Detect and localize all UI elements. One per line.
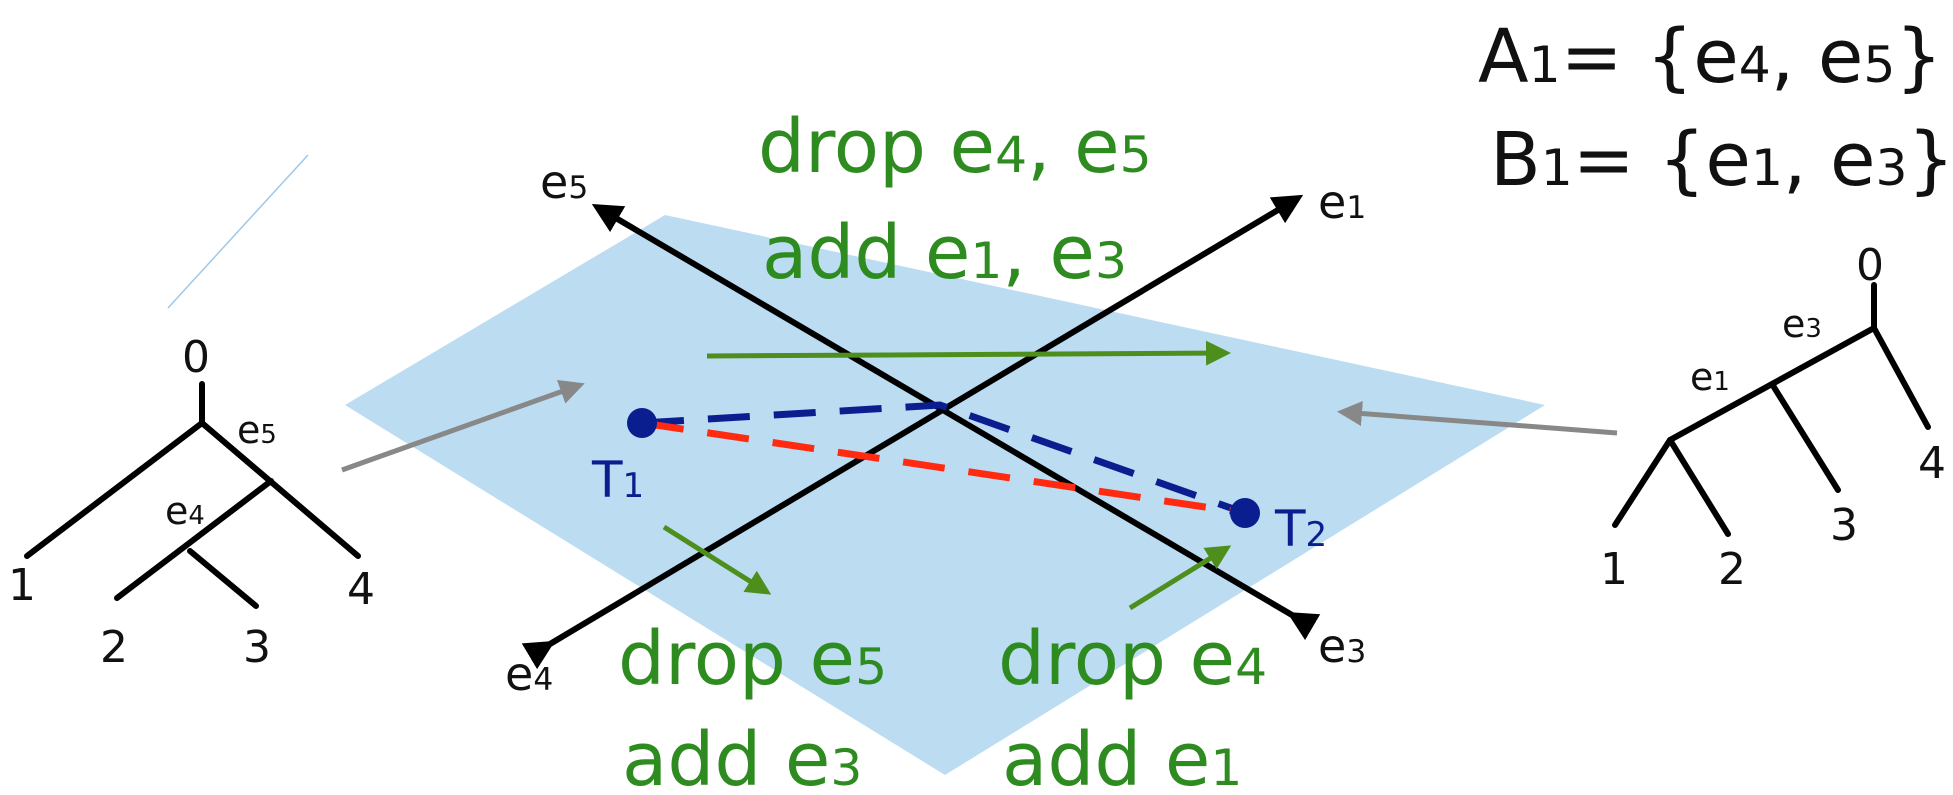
set-a1-label: A1= {e4, e5} xyxy=(1478,14,1942,100)
move-arrow-bottom-left xyxy=(662,524,772,595)
left-tree-leaf-2: 2 xyxy=(100,622,128,673)
svg-text:drop e4, e5: drop e4, e5 xyxy=(758,104,1152,190)
left-tree xyxy=(24,381,361,609)
point-label-t2: T2 xyxy=(1274,500,1327,558)
left-tree-leaf-4: 4 xyxy=(347,564,375,615)
set-b1-label: B1= {e1, e3} xyxy=(1490,117,1953,203)
left-tree-edge-label-b: e4 xyxy=(165,489,205,533)
left-tree-pointer-arrow xyxy=(341,379,585,473)
move-label-top: drop e4, e5 add e1, e3 xyxy=(758,104,1152,296)
point-t1[interactable] xyxy=(627,408,657,438)
svg-text:add e1, e3: add e1, e3 xyxy=(762,210,1127,296)
svg-text:add e1: add e1 xyxy=(1002,717,1242,795)
left-tree-leaf-3: 3 xyxy=(243,622,271,673)
right-tree-edge-label-a: e3 xyxy=(1782,302,1822,346)
axis-label-e5: e5 xyxy=(540,155,588,209)
axis-label-e1: e1 xyxy=(1318,175,1366,229)
svg-text:drop e4: drop e4 xyxy=(998,616,1267,702)
move-label-bottom-left: drop e5 add e3 xyxy=(618,616,887,795)
thin-accent-line xyxy=(167,154,309,309)
svg-text:add e3: add e3 xyxy=(622,717,862,795)
left-tree-edge-label-a: e5 xyxy=(237,408,277,452)
right-tree-root-label: 0 xyxy=(1856,240,1884,291)
left-tree-root-label: 0 xyxy=(182,332,210,383)
left-tree-leaf-1: 1 xyxy=(8,560,36,611)
svg-text:drop e5: drop e5 xyxy=(618,616,887,702)
move-label-bottom-right: drop e4 add e1 xyxy=(998,616,1267,795)
geodesic-path-blue xyxy=(641,401,1247,517)
geodesic-path-red xyxy=(641,419,1246,517)
right-tree-edge-label-b: e1 xyxy=(1690,355,1730,399)
right-tree-pointer-arrow xyxy=(1337,401,1618,436)
axis-e4-e1 xyxy=(521,194,1304,670)
move-arrow-top xyxy=(706,340,1231,366)
point-label-t1: T1 xyxy=(591,451,644,509)
move-arrow-bottom-right xyxy=(1128,545,1232,611)
right-tree-leaf-2: 2 xyxy=(1718,544,1746,595)
right-tree-leaf-3: 3 xyxy=(1830,500,1858,551)
right-tree xyxy=(1612,282,1931,537)
point-t2[interactable] xyxy=(1230,498,1260,528)
right-tree-leaf-4: 4 xyxy=(1918,438,1946,489)
right-tree-leaf-1: 1 xyxy=(1600,544,1628,595)
axis-label-e3: e3 xyxy=(1318,619,1366,673)
axis-label-e4: e4 xyxy=(505,647,553,701)
